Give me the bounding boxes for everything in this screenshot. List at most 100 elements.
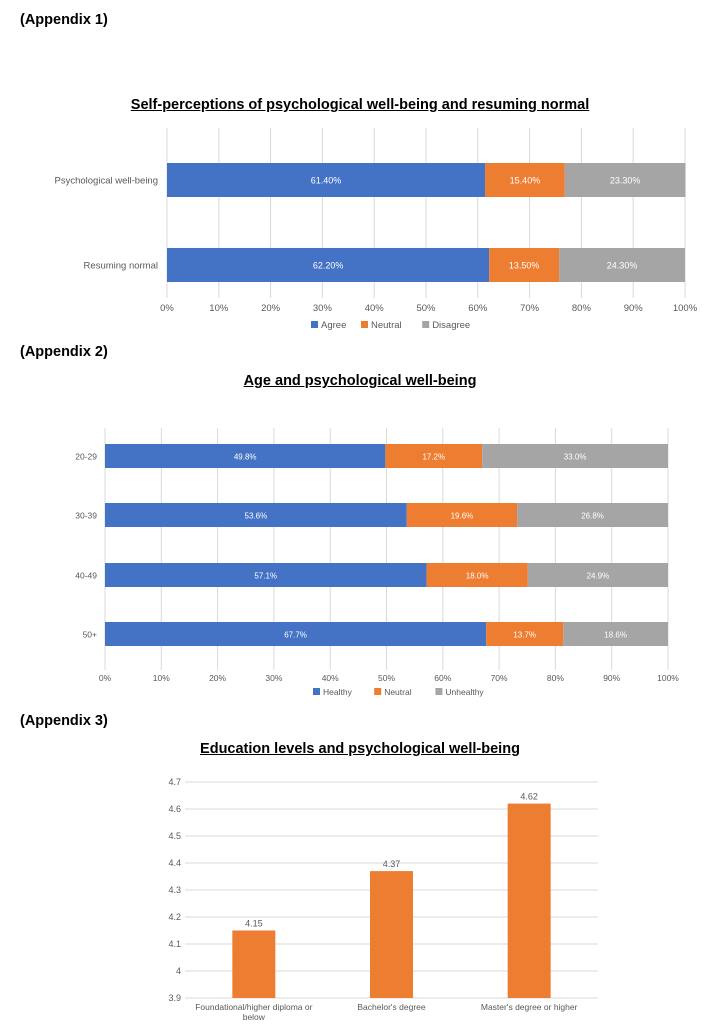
data-label: 19.6% (451, 512, 474, 521)
legend-label: Unhealthy (445, 687, 484, 697)
y-tick-label: 4.4 (168, 858, 181, 868)
legend-swatch-neutral (361, 321, 368, 328)
chart-2-title: Age and psychological well-being (243, 373, 477, 389)
x-tick-label: 90% (603, 673, 620, 683)
appendix-1-heading: (Appendix 1) (20, 12, 108, 28)
y-tick-label: 3.9 (168, 993, 181, 1003)
x-tick-label: 50% (416, 303, 436, 314)
x-tick-label: 80% (572, 303, 592, 314)
y-tick-label: 4.5 (168, 831, 181, 841)
bar-segment-healthy (105, 622, 487, 646)
bar (507, 803, 551, 998)
legend-label: Agree (321, 320, 346, 331)
data-label: 13.7% (513, 631, 536, 640)
category-label: Bachelor's degree (357, 1002, 426, 1012)
data-label: 62.20% (313, 261, 344, 271)
y-tick-label: 4 (176, 966, 181, 976)
bar-segment-neutral (486, 622, 564, 646)
bar (370, 871, 413, 998)
legend-label: Disagree (432, 320, 470, 331)
x-tick-label: 50% (378, 673, 395, 683)
category-label: 30-39 (75, 511, 97, 521)
x-tick-label: 100% (657, 673, 679, 683)
category-label: 20-29 (75, 452, 97, 462)
data-label: 4.62 (520, 792, 538, 802)
x-tick-label: 60% (434, 673, 451, 683)
legend-swatch-agree (311, 321, 318, 328)
data-label: 24.9% (587, 572, 610, 581)
bar-segment-neutral (426, 563, 528, 587)
x-tick-label: 10% (153, 673, 170, 683)
bar (232, 930, 276, 998)
appendix-3-heading: (Appendix 3) (20, 713, 108, 729)
appendix-2-heading: (Appendix 2) (20, 344, 108, 360)
category-label: Resuming normal (84, 261, 158, 272)
data-label: 57.1% (254, 572, 277, 581)
data-label: 13.50% (509, 261, 540, 271)
bar-segment-healthy (105, 503, 407, 527)
bar-segment-neutral (406, 503, 518, 527)
bar-segment-neutral (485, 163, 565, 197)
data-label: 17.2% (422, 453, 445, 462)
bar-segment-unhealthy (527, 563, 668, 587)
x-tick-label: 30% (265, 673, 282, 683)
data-label: 24.30% (607, 261, 638, 271)
x-tick-label: 0% (160, 303, 174, 314)
data-label: 23.30% (610, 176, 641, 186)
y-tick-label: 4.7 (168, 777, 181, 787)
x-tick-label: 20% (209, 673, 226, 683)
data-label: 61.40% (311, 176, 342, 186)
data-label: 53.6% (245, 512, 268, 521)
legend-swatch-neutral (374, 688, 382, 695)
category-label: 50+ (83, 630, 97, 640)
category-label: Psychological well-being (55, 176, 159, 187)
legend-swatch-healthy (313, 688, 320, 695)
data-label: 26.8% (581, 512, 604, 521)
data-label: 49.8% (234, 453, 257, 462)
x-tick-label: 40% (365, 303, 385, 314)
data-label: 18.6% (604, 631, 627, 640)
x-tick-label: 70% (520, 303, 540, 314)
x-tick-label: 90% (624, 303, 644, 314)
bar-segment-agree (167, 163, 486, 197)
bar-segment-neutral (385, 444, 483, 468)
x-tick-label: 10% (209, 303, 229, 314)
category-label: Foundational/higher diploma or below (195, 1002, 312, 1022)
legend-swatch-disagree (422, 321, 430, 328)
bar-segment-disagree (559, 248, 685, 282)
bar-segment-unhealthy (482, 444, 668, 468)
y-tick-label: 4.6 (168, 804, 181, 814)
bar-segment-unhealthy (563, 622, 668, 646)
data-label: 4.15 (245, 919, 263, 929)
bar-segment-agree (167, 248, 490, 282)
y-tick-label: 4.3 (168, 885, 181, 895)
x-tick-label: 30% (313, 303, 333, 314)
chart-2-stacked-bar: 0% 10% 20% 30% 40% 50% 60% 70% 80% 90% 100% 20-29 49… (75, 428, 679, 697)
bar-segment-disagree (564, 163, 686, 197)
bar-segment-healthy (105, 563, 427, 587)
chart-3-bar: 3.9 4 4.1 4.2 4.3 4.4 4.5 4.6 4.7 4.15 Foundationa… (168, 777, 598, 1022)
bar-segment-healthy (105, 444, 386, 468)
x-tick-label: 60% (468, 303, 488, 314)
chart-1-stacked-bar: 0% 10% 20% 30% 40% 50% 60% 70% 80% 90% 100% Psychol… (55, 128, 698, 331)
y-tick-label: 4.2 (168, 912, 181, 922)
legend-label: Healthy (323, 687, 353, 697)
data-label: 18.0% (466, 572, 489, 581)
category-label: 40-49 (75, 571, 97, 581)
bar-segment-unhealthy (517, 503, 668, 527)
category-label: Master's degree or higher (481, 1002, 578, 1012)
x-tick-label: 100% (673, 303, 698, 314)
x-tick-label: 0% (99, 673, 112, 683)
data-label: 33.0% (564, 453, 587, 462)
data-label: 4.37 (383, 859, 401, 869)
data-label: 15.40% (510, 176, 541, 186)
x-tick-label: 20% (261, 303, 281, 314)
chart-3-title: Education levels and psychological well-… (200, 741, 520, 757)
bar-segment-neutral (489, 248, 560, 282)
legend-label: Neutral (384, 687, 412, 697)
chart-1-title: Self-perceptions of psychological well-b… (130, 97, 590, 113)
x-tick-label: 70% (491, 673, 508, 683)
y-tick-label: 4.1 (168, 939, 181, 949)
x-tick-label: 40% (322, 673, 339, 683)
data-label: 67.7% (284, 631, 307, 640)
